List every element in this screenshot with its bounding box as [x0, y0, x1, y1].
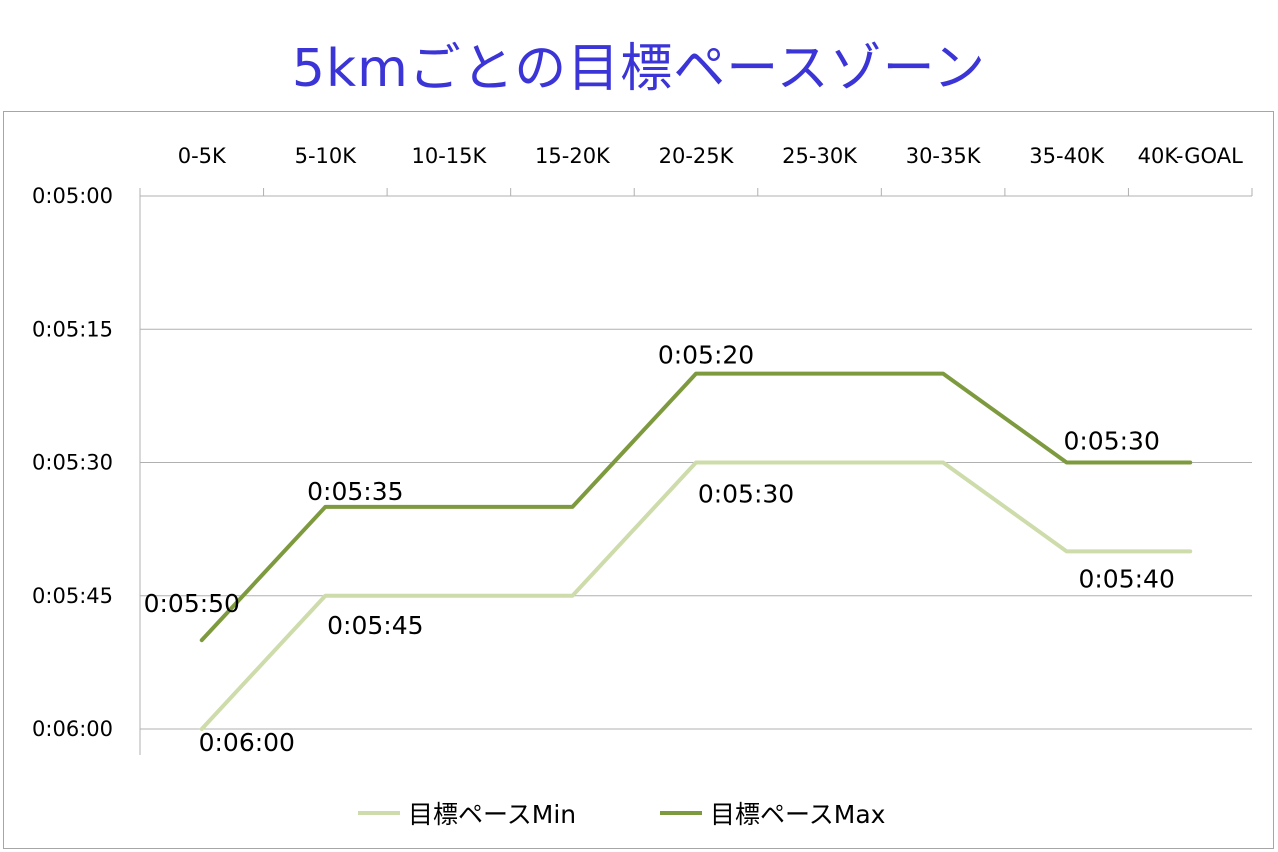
legend-max-label: 目標ペースMax	[710, 800, 885, 829]
y-tick-label: 0:06:00	[32, 717, 113, 741]
x-category-label: 25-30K	[782, 144, 858, 168]
y-tick-label: 0:05:45	[32, 584, 113, 608]
x-category-label: 5-10K	[295, 144, 358, 168]
x-category-label: 35-40K	[1029, 144, 1105, 168]
legend-min-label: 目標ペースMin	[408, 800, 576, 829]
x-category-label: 0-5K	[178, 144, 227, 168]
x-category-label: 10-15K	[411, 144, 487, 168]
max-data-label: 0:05:50	[144, 589, 240, 618]
series-max-line	[199, 371, 1193, 643]
x-category-label: 30-35K	[906, 144, 982, 168]
max-data-label: 0:05:20	[658, 341, 754, 370]
x-category-label: 20-25K	[659, 144, 735, 168]
y-tick-label: 0:05:00	[32, 184, 113, 208]
max-data-label: 0:05:30	[1063, 427, 1159, 456]
chart-frame	[3, 111, 1274, 849]
min-data-label: 0:06:00	[199, 728, 295, 757]
y-tick-label: 0:05:15	[32, 317, 113, 341]
x-category-label: 40K-GOAL	[1138, 144, 1243, 168]
x-category-label: 15-20K	[535, 144, 611, 168]
min-data-label: 0:05:45	[327, 611, 423, 640]
series-min-line	[199, 460, 1193, 731]
chart-title: 5kmごとの目標ペースゾーン	[291, 39, 987, 99]
min-data-label: 0:05:40	[1078, 564, 1174, 593]
y-tick-label: 0:05:30	[32, 451, 113, 475]
min-data-label: 0:05:30	[698, 480, 794, 509]
max-data-label: 0:05:35	[307, 477, 403, 506]
